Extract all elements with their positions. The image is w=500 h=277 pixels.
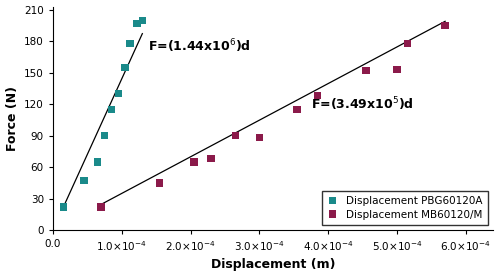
Y-axis label: Force (N): Force (N) — [6, 86, 18, 151]
Text: F=(1.44x10$^6$)d: F=(1.44x10$^6$)d — [148, 38, 250, 55]
Displacement PBG60120A — [121, 65, 129, 70]
Displacement PBG60120A — [138, 18, 146, 22]
Displacement PBG60120A — [126, 41, 134, 45]
Displacement PBG60120A — [108, 107, 116, 112]
Displacement MB60120/M — [293, 107, 301, 112]
Displacement PBG60120A — [100, 134, 108, 138]
Displacement PBG60120A — [80, 178, 88, 183]
Displacement MB60120/M — [190, 160, 198, 164]
Displacement MB60120/M — [156, 181, 164, 185]
Legend: Displacement PBG60120A, Displacement MB60120/M: Displacement PBG60120A, Displacement MB6… — [322, 191, 488, 225]
Displacement MB60120/M — [441, 23, 449, 28]
Displacement PBG60120A — [59, 205, 67, 209]
Displacement MB60120/M — [393, 67, 401, 72]
Displacement MB60120/M — [231, 134, 239, 138]
Displacement PBG60120A — [114, 91, 122, 96]
Displacement MB60120/M — [97, 205, 105, 209]
Displacement MB60120/M — [362, 68, 370, 73]
X-axis label: Displacement (m): Displacement (m) — [211, 258, 336, 271]
Displacement MB60120/M — [314, 94, 322, 98]
Displacement MB60120/M — [207, 157, 215, 161]
Text: F=(3.49x10$^5$)d: F=(3.49x10$^5$)d — [311, 96, 414, 113]
Displacement MB60120/M — [256, 135, 264, 140]
Displacement PBG60120A — [94, 160, 102, 164]
Displacement PBG60120A — [133, 21, 141, 25]
Displacement MB60120/M — [404, 41, 411, 45]
